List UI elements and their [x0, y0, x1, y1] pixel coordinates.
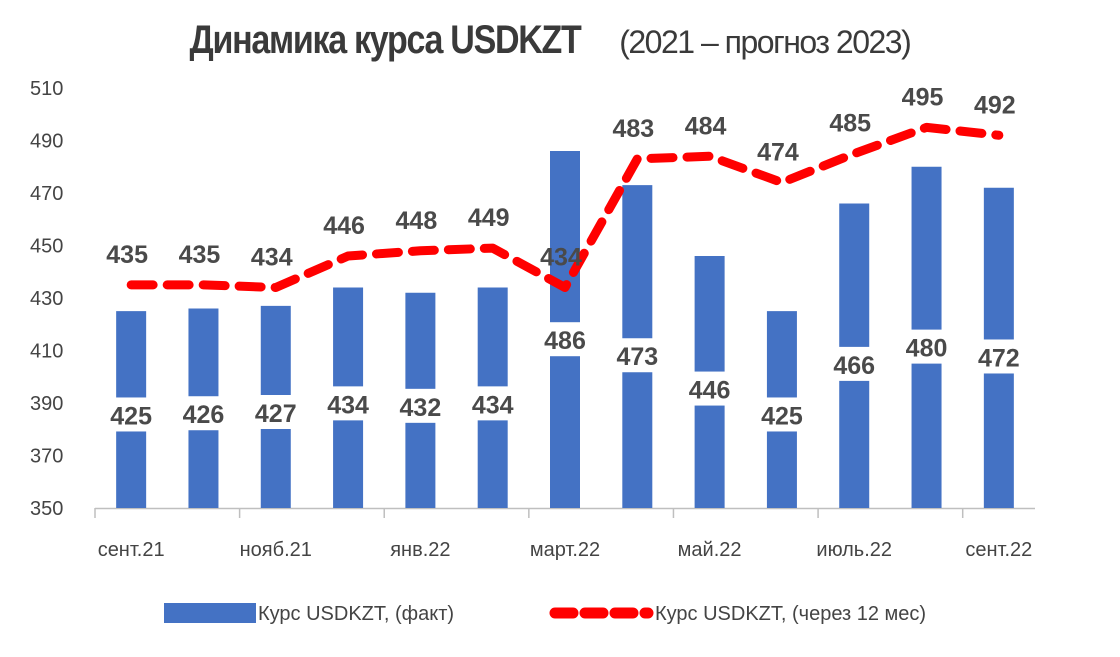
bar-data-label: 466	[833, 352, 875, 380]
bar-data-label: 427	[255, 400, 297, 428]
bar-label-background	[609, 338, 666, 373]
legend-swatch-fact	[164, 603, 256, 623]
bar-label-background	[537, 322, 593, 357]
x-tick-label: май.22	[678, 539, 742, 561]
y-tick-label: 410	[30, 341, 63, 363]
y-tick-label: 390	[30, 393, 63, 415]
line-data-label: 435	[106, 241, 148, 269]
line-data-label: 485	[829, 110, 871, 138]
legend-label-fact: Курс USDKZT, (факт)	[258, 603, 454, 625]
y-tick-label: 450	[30, 236, 63, 258]
bar-label-background	[247, 395, 304, 430]
line-data-label: 474	[757, 139, 799, 167]
bar-label-background	[464, 386, 521, 421]
line-data-label: 448	[396, 207, 438, 235]
bar-label-background	[681, 371, 738, 406]
x-tick-label: нояб.21	[240, 539, 312, 561]
line-data-label: 434	[251, 244, 293, 272]
title-subtitle: (2021 – прогноз 2023)	[619, 24, 912, 60]
chart-title: Динамика курса USDKZT (2021 – прогноз 20…	[0, 18, 1065, 63]
y-tick-label: 350	[30, 498, 63, 520]
bar-label-background	[175, 396, 232, 431]
bar-label-background	[898, 329, 955, 364]
bar-label-background	[103, 397, 160, 432]
bar-data-label: 434	[472, 391, 514, 419]
bar-data-label: 486	[544, 327, 586, 355]
line-data-label: 435	[179, 241, 221, 269]
y-tick-label: 510	[30, 78, 63, 100]
y-tick-label: 470	[30, 183, 63, 205]
bar-data-label: 473	[616, 343, 658, 371]
bar-data-label: 480	[906, 335, 948, 363]
y-tick-label: 370	[30, 446, 63, 468]
line-data-label: 434	[540, 244, 582, 272]
bar-data-label: 425	[110, 402, 152, 430]
line-data-label: 484	[685, 112, 727, 140]
bar-label-background	[392, 388, 449, 423]
bar-label-background	[970, 339, 1027, 374]
x-tick-label: сент.22	[965, 539, 1032, 561]
line-data-label: 492	[974, 91, 1016, 119]
legend-label-forecast: Курс USDKZT, (через 12 мес)	[655, 603, 926, 625]
line-data-label: 446	[323, 212, 365, 240]
x-tick-label: сент.21	[98, 539, 165, 561]
bar-data-label: 426	[183, 401, 225, 429]
bar-data-label: 425	[761, 402, 803, 430]
y-tick-label: 430	[30, 288, 63, 310]
title-main: Динамика курса USDKZT	[189, 18, 581, 62]
line-data-label: 495	[902, 83, 944, 111]
bar-data-label: 432	[400, 394, 442, 422]
bar-data-label: 434	[327, 391, 369, 419]
y-tick-label: 490	[30, 131, 63, 153]
x-tick-label: янв.22	[390, 539, 450, 561]
bar-label-background	[753, 397, 810, 432]
x-tick-label: март.22	[530, 539, 600, 561]
bar-data-label: 446	[689, 377, 731, 405]
line-data-label: 449	[468, 204, 510, 232]
x-tick-label: июль.22	[816, 539, 892, 561]
bar-label-background	[320, 386, 377, 421]
line-data-label: 483	[612, 115, 654, 143]
bar-label-background	[826, 346, 883, 381]
bar-data-label: 472	[978, 344, 1020, 372]
